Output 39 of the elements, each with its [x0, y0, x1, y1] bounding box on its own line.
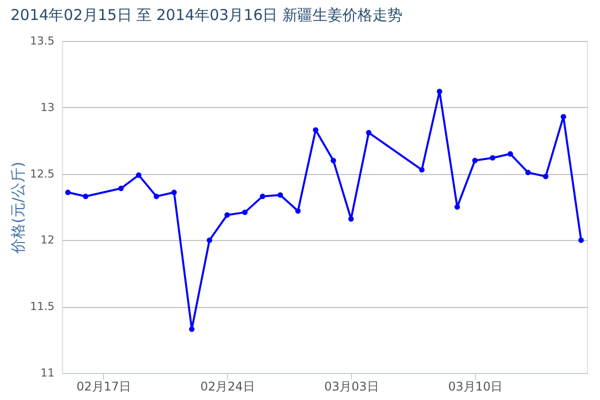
point	[312, 127, 318, 133]
x-tick-label: 03月10日	[448, 380, 503, 394]
y-tick-label: 11.5	[30, 300, 54, 314]
point	[454, 204, 460, 210]
point	[260, 194, 266, 200]
x-tick-label: 02月17日	[76, 380, 132, 394]
point	[436, 88, 442, 94]
point	[348, 216, 354, 222]
y-axis-title: 价格(元/公斤)	[9, 162, 28, 254]
point	[65, 190, 71, 196]
y-tick-label: 12.5	[30, 167, 54, 180]
point	[136, 172, 142, 178]
point	[366, 130, 372, 136]
point	[82, 194, 88, 200]
x-tick-label: 03月03日	[324, 380, 379, 394]
point	[419, 167, 425, 173]
point	[224, 212, 230, 218]
point	[330, 158, 336, 164]
point	[154, 194, 160, 200]
point	[560, 114, 566, 120]
y-tick-label: 13	[40, 100, 54, 114]
point	[295, 208, 301, 214]
point	[542, 174, 548, 180]
point	[118, 186, 124, 192]
point	[171, 190, 177, 196]
point	[508, 151, 514, 157]
point	[472, 158, 478, 164]
point	[206, 237, 212, 243]
y-tick-label: 12	[40, 234, 54, 247]
chart-title: 2014年02月15日 至 2014年03月16日 新疆生姜价格走势	[10, 6, 403, 24]
y-tick-label: 13.5	[30, 34, 54, 48]
point	[525, 170, 531, 176]
x-tick-label: 02月24日	[200, 380, 255, 394]
point	[578, 237, 584, 243]
point	[189, 326, 195, 332]
point	[278, 192, 283, 198]
point	[490, 155, 496, 161]
y-tick-label: 11	[40, 366, 54, 380]
point	[242, 210, 248, 216]
